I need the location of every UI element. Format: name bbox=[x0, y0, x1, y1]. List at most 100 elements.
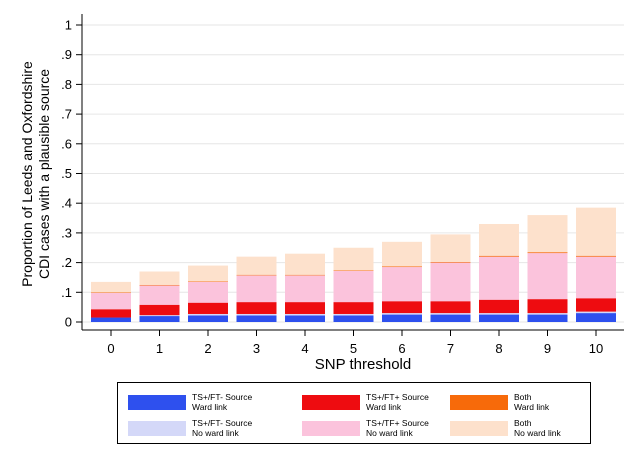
x-ticks: 0 1 2 3 4 5 6 7 8 9 10 bbox=[107, 330, 603, 356]
x-tick-label: 2 bbox=[204, 341, 211, 356]
bar-segment bbox=[382, 301, 422, 314]
y-tick-label: .5 bbox=[61, 166, 72, 181]
bar-segment bbox=[285, 274, 325, 276]
bar-segment bbox=[382, 241, 422, 267]
legend-item: TS+/FT- Source No ward link bbox=[128, 418, 252, 438]
bar-segment bbox=[91, 281, 131, 293]
bar-segment bbox=[382, 313, 422, 315]
bar-segment bbox=[236, 315, 277, 322]
y-tick-label: .1 bbox=[61, 285, 72, 300]
bar-segment bbox=[139, 316, 180, 322]
y-tick-label: 0 bbox=[65, 315, 72, 330]
legend-swatch bbox=[128, 394, 186, 410]
y-tick-label: .9 bbox=[61, 47, 72, 62]
bar-segment bbox=[285, 315, 325, 322]
bar-segment bbox=[139, 271, 180, 285]
bar-segment bbox=[576, 311, 616, 314]
bar-segment bbox=[576, 313, 616, 322]
x-axis-label: SNP threshold bbox=[315, 356, 411, 373]
bar-segment bbox=[430, 234, 471, 263]
bar-segment bbox=[527, 299, 568, 314]
bar-segment bbox=[236, 302, 277, 314]
legend-swatch bbox=[302, 420, 360, 436]
legend-item: TS+/FT- Source Ward link bbox=[128, 392, 252, 412]
bar-segment bbox=[91, 309, 131, 318]
bar-segment bbox=[382, 314, 422, 322]
y-tick-label: .3 bbox=[61, 225, 72, 240]
legend: TS+/FT- Source Ward link TS+/FT+ Source W… bbox=[117, 382, 591, 444]
bar-segment bbox=[333, 270, 374, 303]
bar-segment bbox=[333, 247, 374, 271]
bar-segment bbox=[188, 315, 228, 322]
bar-segment bbox=[285, 275, 325, 303]
bar-segment bbox=[382, 266, 422, 268]
bar-segment bbox=[527, 253, 568, 300]
legend-label: Both No ward link bbox=[514, 418, 561, 438]
legend-swatch bbox=[450, 420, 508, 436]
bar-segment bbox=[285, 302, 325, 314]
bar-segment bbox=[479, 314, 519, 322]
y-axis-label: Proportion of Leeds and OxfordshireCDI c… bbox=[19, 61, 52, 287]
bar-segment bbox=[576, 207, 616, 256]
legend-label: TS+/FT- Source No ward link bbox=[192, 418, 253, 438]
bar-segment bbox=[236, 256, 277, 275]
bar-segment bbox=[188, 302, 228, 314]
y-axis-label-line: CDI cases with a plausible source bbox=[36, 69, 52, 279]
bar-segment bbox=[285, 253, 325, 275]
bar-segment bbox=[479, 255, 519, 257]
y-tick-label: 1 bbox=[65, 18, 72, 33]
bar-segment bbox=[576, 298, 616, 312]
bar-segment bbox=[91, 317, 131, 322]
x-tick-label: 0 bbox=[107, 341, 114, 356]
bar-segment bbox=[139, 315, 180, 317]
bar-segment bbox=[527, 313, 568, 315]
y-tick-label: .8 bbox=[61, 77, 72, 92]
bar-segment bbox=[188, 281, 228, 282]
x-tick-label: 10 bbox=[589, 341, 603, 356]
bar-segment bbox=[91, 292, 131, 293]
legend-label: Both Ward link bbox=[514, 392, 550, 412]
x-tick-label: 1 bbox=[156, 341, 163, 356]
x-tick-label: 9 bbox=[544, 341, 551, 356]
legend-item: TS+/FT+ Source Ward link bbox=[302, 392, 429, 412]
legend-swatch bbox=[450, 394, 508, 410]
bar-segment bbox=[430, 301, 471, 314]
bar-segment bbox=[285, 313, 325, 316]
legend-label: TS+/FT- Source Ward link bbox=[192, 392, 253, 412]
y-tick-label: .2 bbox=[61, 255, 72, 270]
x-tick-label: 4 bbox=[301, 341, 308, 356]
bar-segment bbox=[333, 313, 374, 316]
bar-segment bbox=[576, 255, 616, 257]
bar-segment bbox=[139, 304, 180, 316]
bar-segment bbox=[139, 285, 180, 305]
bar-segment bbox=[139, 284, 180, 286]
y-axis-label-line: Proportion of Leeds and Oxfordshire bbox=[19, 61, 35, 287]
bar-segment bbox=[188, 265, 228, 282]
legend-item: Both No ward link bbox=[450, 418, 561, 438]
bar-segment bbox=[91, 292, 131, 310]
legend-swatch bbox=[302, 394, 360, 410]
x-tick-label: 8 bbox=[495, 341, 502, 356]
bar-segment bbox=[527, 314, 568, 322]
bar-segment bbox=[479, 313, 519, 315]
legend-label: TS+/TF+ Source No ward link bbox=[366, 418, 429, 438]
bar-segment bbox=[430, 262, 471, 263]
bar-segment bbox=[236, 313, 277, 316]
x-tick-label: 6 bbox=[398, 341, 405, 356]
bar-segment bbox=[333, 302, 374, 314]
bars bbox=[91, 207, 616, 322]
bar-segment bbox=[479, 299, 519, 314]
bar-segment bbox=[430, 262, 471, 302]
bar-segment bbox=[382, 267, 422, 302]
bar-segment bbox=[188, 313, 228, 316]
bar-segment bbox=[576, 256, 616, 299]
bar-segment bbox=[236, 274, 277, 276]
bar-segment bbox=[188, 281, 228, 303]
bar-segment bbox=[430, 313, 471, 315]
bar-segment bbox=[479, 256, 519, 300]
y-tick-label: .7 bbox=[61, 107, 72, 122]
bar-segment bbox=[527, 252, 568, 254]
x-tick-label: 7 bbox=[447, 341, 454, 356]
bar-segment bbox=[430, 314, 471, 322]
y-tick-label: .6 bbox=[61, 136, 72, 151]
